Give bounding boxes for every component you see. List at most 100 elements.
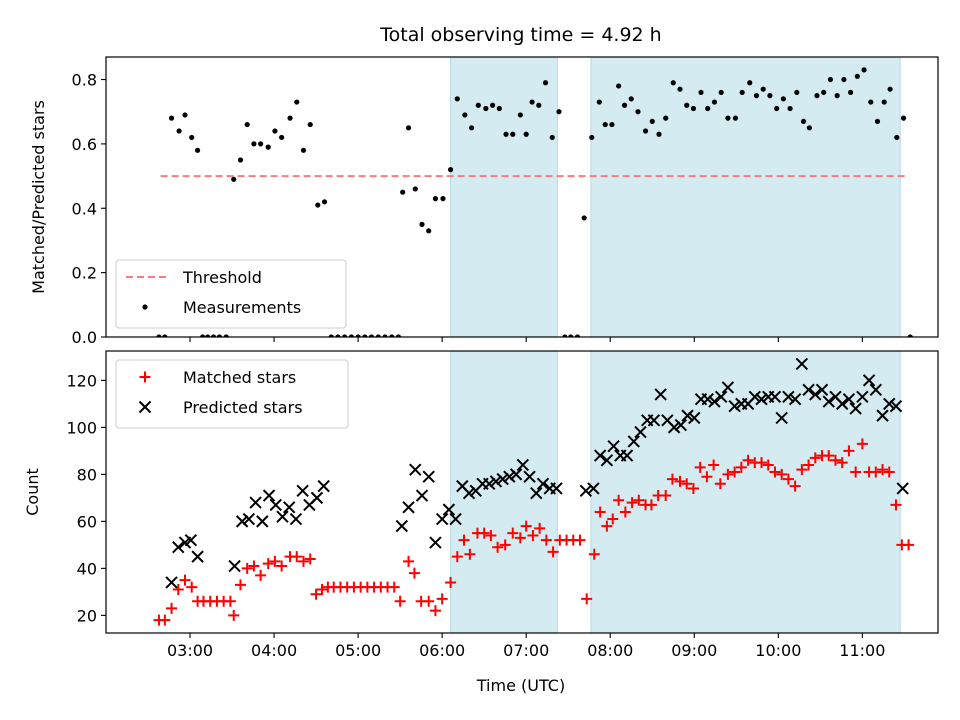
ratio-y-tick-label: 0.0 [72,328,97,347]
x-tick-label: 05:00 [335,641,381,660]
measurements-point [649,118,655,124]
ratio-panel: 0.0 0.2 0.4 0.6 0.8 Matched/Predicted stars Th… [29,56,939,347]
measurements-point [426,228,432,234]
matched-stars-point [520,520,532,532]
ratio-shaded-interval [450,57,558,337]
matched-stars-point [594,506,606,518]
matched-stars-point [607,513,619,525]
predicted-stars-point [822,395,835,408]
matched-stars-point [527,529,539,541]
predicted-stars-point [483,477,496,490]
measurements-point [827,76,834,83]
predicted-stars-point [172,541,185,554]
matched-stars-point [445,576,457,588]
ratio-y-tick-label: 0.8 [72,71,97,90]
predicted-stars-point [627,435,640,448]
measurements-point [237,157,244,163]
matched-stars-point [722,468,734,480]
measurements-point [536,102,542,108]
measurements-point [156,334,162,337]
matched-stars-point [276,560,288,572]
predicted-stars-point [802,383,815,396]
matched-stars-point [789,480,801,492]
predicted-stars-point [516,458,530,472]
matched-stars-point [534,522,546,534]
matched-stars-point [403,555,415,567]
measurements-point [475,102,481,108]
predicted-stars-point [856,390,869,404]
measurements-point [562,334,568,337]
matched-stars-point [310,588,322,600]
matched-stars-point [708,459,720,471]
predicted-stars-point [667,421,681,434]
predicted-stars-point [815,383,829,396]
matched-stars-point [269,555,281,567]
measurements-point [382,334,388,337]
x-axis-label: Time (UTC) [476,676,565,695]
predicted-stars-point [748,390,761,404]
predicted-stars-point [607,439,620,453]
matched-stars-point [436,593,448,605]
predicted-stars-point [768,390,782,404]
predicted-stars-point [809,388,822,401]
matched-stars-point [756,457,768,469]
matched-stars-point [856,438,868,450]
measurements-point [900,115,907,121]
measurements-point [483,105,489,112]
matched-stars-point [694,461,706,473]
matched-stars-point [890,499,902,511]
matched-stars-point [581,593,593,605]
measurements-point [881,99,887,105]
measurements-point [589,134,595,141]
matched-stars-point [547,546,559,558]
measurements-point [868,99,874,105]
matched-stars-point [660,490,672,502]
matched-stars-point [514,532,526,544]
measurements-point [635,109,641,115]
measurements-point [732,115,739,121]
matched-stars-point [613,494,625,506]
measurements-point [690,105,697,112]
measurements-point [698,89,704,96]
x-tick-label: 09:00 [671,641,717,660]
matched-stars-point [588,548,600,560]
matched-stars-point [388,581,400,593]
measurements-point [711,99,718,105]
matched-stars-point [255,569,267,581]
matched-stars-point [769,466,781,478]
predicted-stars-point [262,489,276,502]
predicted-stars-point [795,357,809,371]
measurements-point [223,334,229,337]
measurements-point [216,334,223,337]
matched-stars-point [179,574,191,586]
predicted-stars-point [842,392,856,406]
predicted-stars-point [681,409,694,422]
measurements-point [162,334,168,337]
predicted-stars-point [755,392,768,406]
predicted-stars-point [883,397,896,411]
matched-stars-point [492,541,504,553]
measurements-point [907,334,913,337]
measurements-point [182,112,188,118]
measurements-point [841,76,847,83]
predicted-stars-point [876,409,889,422]
matched-stars-point [304,553,316,565]
matched-stars-point [574,534,586,546]
matched-stars-point [499,539,511,551]
matched-stars-point [485,529,497,541]
matched-stars-point [829,454,841,466]
matched-stars-point [478,527,490,539]
measurements-point [265,144,271,150]
measurements-point [874,118,881,124]
measurements-point [780,96,786,102]
measurements-point [200,334,206,337]
predicted-stars-point [728,400,741,413]
measurements-point [176,128,182,134]
ratio-y-axis-label: Matched/Predicted stars [29,100,48,294]
measurements-point [348,334,354,337]
matched-stars-point [877,464,889,476]
measurements-point [419,221,425,227]
ratio-shaded-interval [590,57,901,337]
predicted-stars-point [296,484,309,498]
measurements-point [395,334,402,337]
